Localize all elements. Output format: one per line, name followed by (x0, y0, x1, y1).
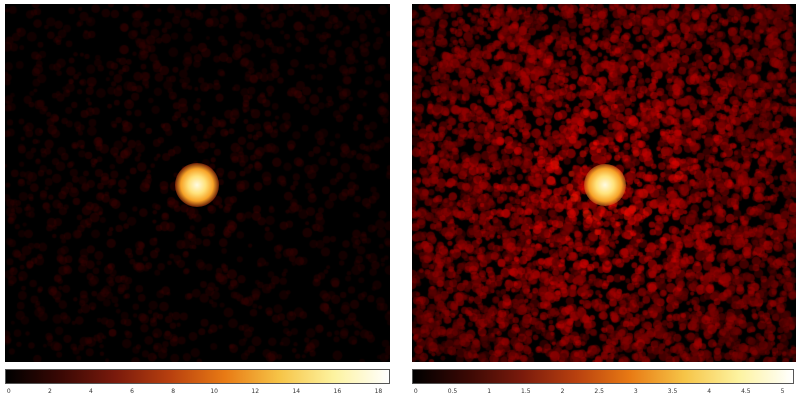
image-panel-right (412, 4, 796, 362)
colorbar-tick-label: 4.5 (741, 388, 751, 395)
colorbar-tick-label: 12 (251, 388, 260, 395)
colorbar-tick-label: 2 (560, 388, 565, 395)
colorbar-tick-label: 10 (210, 388, 218, 395)
colorbar-tick-label: 3 (633, 388, 638, 395)
colorbar-tick-label: 16 (333, 388, 342, 395)
colorbar-ticks-left: 0 2 4 6 8 10 12 14 16 18 (5, 389, 390, 399)
colorbar-right (412, 369, 794, 384)
colorbar-tick-label: 2.5 (594, 388, 604, 395)
colorbar-tick-label: 5 (780, 388, 785, 395)
colorbar-tick-label: 14 (292, 388, 301, 395)
colorbar-tick-label: 0.5 (447, 388, 458, 395)
colorbar-tick-label: 18 (374, 388, 383, 395)
bright-source-right (584, 164, 626, 206)
colorbar-tick-label: 2 (47, 388, 52, 395)
colorbar-left (5, 369, 390, 384)
colorbar-ticks-right: 0 0.5 1 1.5 2 2.5 3 3.5 4 4.5 5 (412, 389, 794, 399)
colorbar-tick-label: 6 (130, 388, 134, 395)
colorbar-tick-label: 3.5 (667, 388, 678, 395)
colorbar-tick-label: 0 (6, 388, 11, 395)
colorbar-tick-label: 4 (89, 388, 93, 395)
colorbar-tick-label: 4 (707, 388, 712, 395)
colorbar-tick-label: 0 (413, 388, 418, 395)
image-panel-left (5, 4, 390, 362)
colorbar-tick-label: 8 (171, 388, 176, 395)
colorbar-tick-label: 1 (487, 388, 492, 395)
colorbar-tick-label: 1.5 (521, 388, 531, 395)
bright-source-left (175, 163, 219, 207)
